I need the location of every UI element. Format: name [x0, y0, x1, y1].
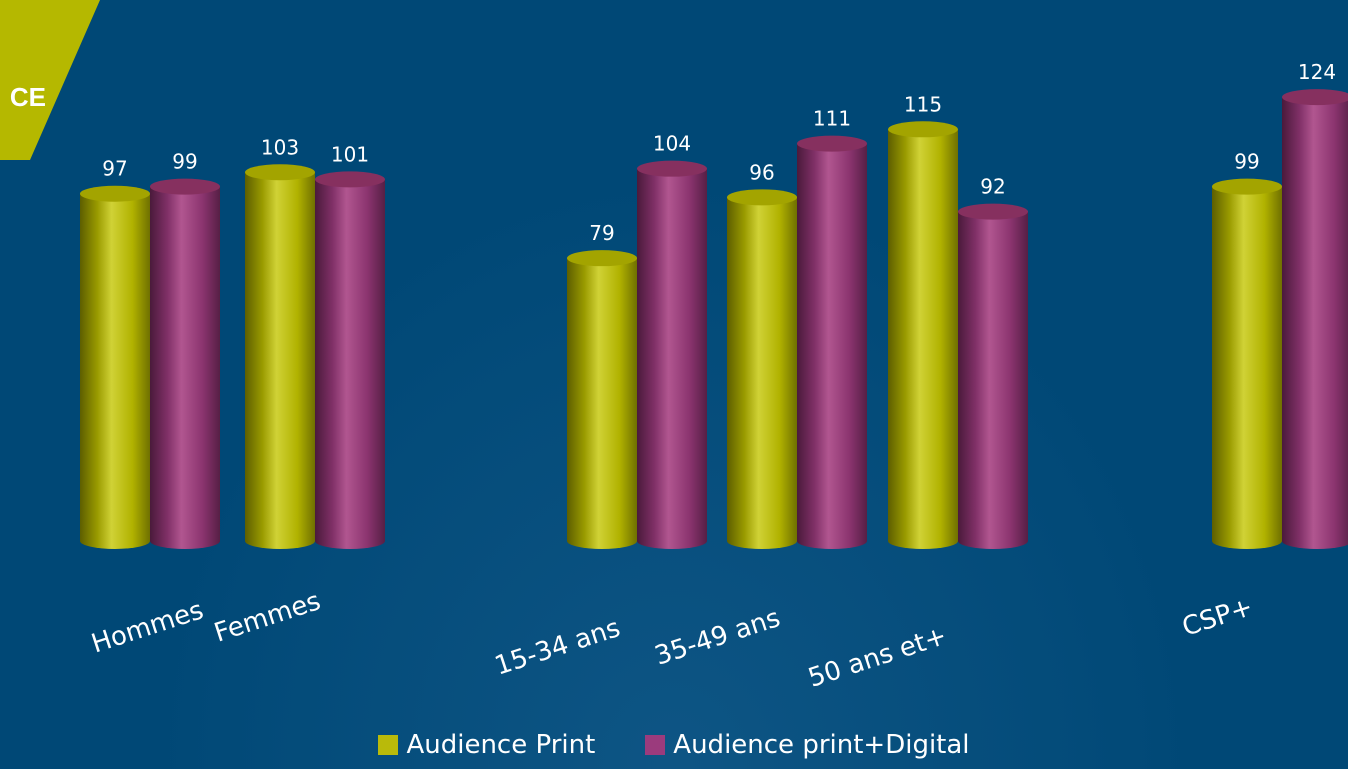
bar-body	[245, 172, 315, 549]
bar-top	[1282, 89, 1348, 106]
data-label: 104	[653, 132, 691, 156]
legend-swatch-print-digital	[645, 735, 666, 755]
bar-print-hommes: 97	[80, 157, 150, 549]
bar-top	[727, 189, 797, 206]
data-label: 115	[904, 92, 942, 116]
bar-body	[637, 168, 707, 549]
data-label: 92	[980, 175, 1005, 199]
bar-body	[727, 197, 797, 549]
data-label: 79	[589, 221, 614, 245]
bar-print-35-49-ans: 96	[727, 160, 797, 549]
bar-body	[315, 179, 385, 550]
bar-body	[1282, 97, 1348, 549]
bar-print-digital-femmes: 101	[315, 142, 385, 550]
data-label: 103	[261, 135, 299, 159]
bar-body	[567, 258, 637, 549]
category-label: 50 ans et+	[805, 621, 951, 694]
bar-body	[80, 193, 150, 549]
data-label: 99	[172, 150, 197, 174]
corner-tab-label: CE	[9, 82, 46, 112]
data-label: 101	[331, 142, 369, 166]
bar-top	[315, 171, 385, 188]
bar-print-15-34-ans: 79	[567, 221, 637, 549]
bar-top	[245, 164, 315, 181]
bar-print-csp-: 99	[1212, 150, 1282, 549]
bar-print-50-ans-et-: 115	[888, 92, 958, 550]
category-label: 35-49 ans	[651, 603, 784, 672]
bar-print-digital-csp-: 124	[1282, 60, 1348, 549]
bar-top	[797, 135, 867, 152]
legend-label-print: Audience Print	[406, 730, 596, 760]
legend-swatch-print	[378, 735, 399, 755]
data-label: 124	[1298, 60, 1336, 84]
category-label: Femmes	[211, 586, 325, 648]
bar-top	[1212, 178, 1282, 195]
bar-body	[888, 129, 958, 550]
bar-top	[637, 160, 707, 177]
bar-top	[150, 178, 220, 195]
bar-print-femmes: 103	[245, 135, 315, 549]
category-label: CSP+	[1179, 592, 1257, 643]
bar-top	[888, 121, 958, 138]
bar-body	[797, 143, 867, 549]
bar-top	[958, 203, 1028, 220]
data-label: 96	[749, 160, 774, 184]
bar-print-digital-hommes: 99	[150, 150, 220, 549]
bar-top	[567, 250, 637, 267]
chart-legend: Audience Print Audience print+Digital	[0, 725, 1348, 765]
bar-print-digital-15-34-ans: 104	[637, 132, 707, 549]
bar-print-digital-50-ans-et-: 92	[958, 175, 1028, 549]
data-label: 97	[102, 157, 127, 181]
legend-label-print-digital: Audience print+Digital	[673, 730, 970, 760]
legend-item-print: Audience Print	[378, 730, 595, 760]
bar-top	[80, 185, 150, 202]
bar-body	[958, 211, 1028, 549]
data-label: 111	[813, 107, 851, 131]
bar-print-digital-35-49-ans: 111	[797, 107, 867, 549]
category-label: Hommes	[88, 595, 207, 659]
bar-body	[150, 186, 220, 549]
legend-item-print-digital: Audience print+Digital	[645, 730, 970, 760]
data-label: 99	[1234, 150, 1259, 174]
bar-body	[1212, 186, 1282, 549]
category-label: 15-34 ans	[491, 613, 624, 682]
